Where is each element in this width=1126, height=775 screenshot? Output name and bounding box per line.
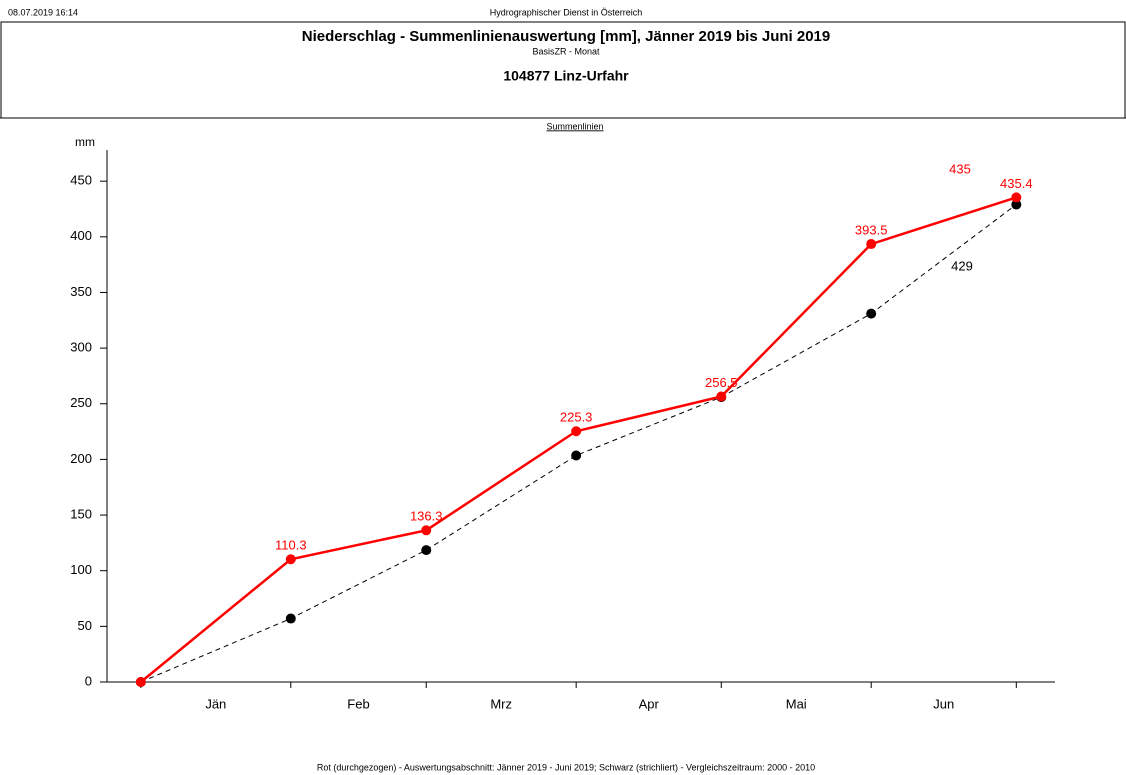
panel-title: Summenlinien	[546, 121, 603, 131]
data-point	[866, 308, 877, 319]
x-tick-label: Jun	[933, 696, 954, 711]
chart-title: Niederschlag - Summenlinienauswertung [m…	[302, 28, 831, 45]
annotation: 429	[951, 258, 973, 273]
x-tick-label: Apr	[639, 696, 660, 711]
data-point	[421, 525, 432, 536]
y-axis-label: mm	[75, 135, 95, 149]
data-point	[571, 450, 582, 461]
annotation: 435	[949, 161, 971, 176]
station: 104877 Linz-Urfahr	[503, 68, 629, 84]
data-point	[421, 545, 432, 556]
data-point	[285, 613, 296, 624]
data-label: 136.3	[410, 509, 443, 524]
chart-subtitle: BasisZR - Monat	[532, 46, 600, 56]
data-point	[135, 677, 146, 687]
y-tick-label: 100	[70, 562, 92, 577]
y-tick-label: 150	[70, 506, 92, 521]
header-date: 08.07.2019 16:14	[8, 7, 78, 17]
data-label: 110.3	[275, 538, 307, 553]
data-point	[285, 554, 296, 565]
y-tick-label: 450	[70, 173, 92, 188]
data-point	[716, 391, 727, 402]
data-point	[571, 426, 582, 437]
data-label: 225.3	[560, 410, 593, 425]
y-tick-label: 350	[70, 284, 92, 299]
data-label: 256.5	[705, 375, 738, 390]
x-tick-label: Mai	[786, 696, 807, 711]
y-tick-label: 250	[70, 395, 92, 410]
y-tick-label: 50	[78, 618, 92, 633]
data-label: 393.5	[855, 222, 888, 237]
data-point	[1011, 199, 1022, 210]
data-point	[866, 239, 877, 250]
header-agency: Hydrographischer Dienst in Österreich	[490, 7, 643, 17]
y-tick-label: 200	[70, 451, 92, 466]
x-tick-label: Feb	[347, 696, 369, 711]
data-point	[1011, 192, 1022, 203]
y-tick-label: 400	[70, 228, 92, 243]
x-tick-label: Jän	[205, 696, 226, 711]
x-tick-label: Mrz	[490, 696, 512, 711]
data-label: 435.4	[1000, 176, 1033, 191]
y-tick-label: 0	[85, 673, 92, 688]
footnote: Rot (durchgezogen) - Auswertungsabschnit…	[317, 762, 815, 772]
y-tick-label: 300	[70, 340, 92, 355]
